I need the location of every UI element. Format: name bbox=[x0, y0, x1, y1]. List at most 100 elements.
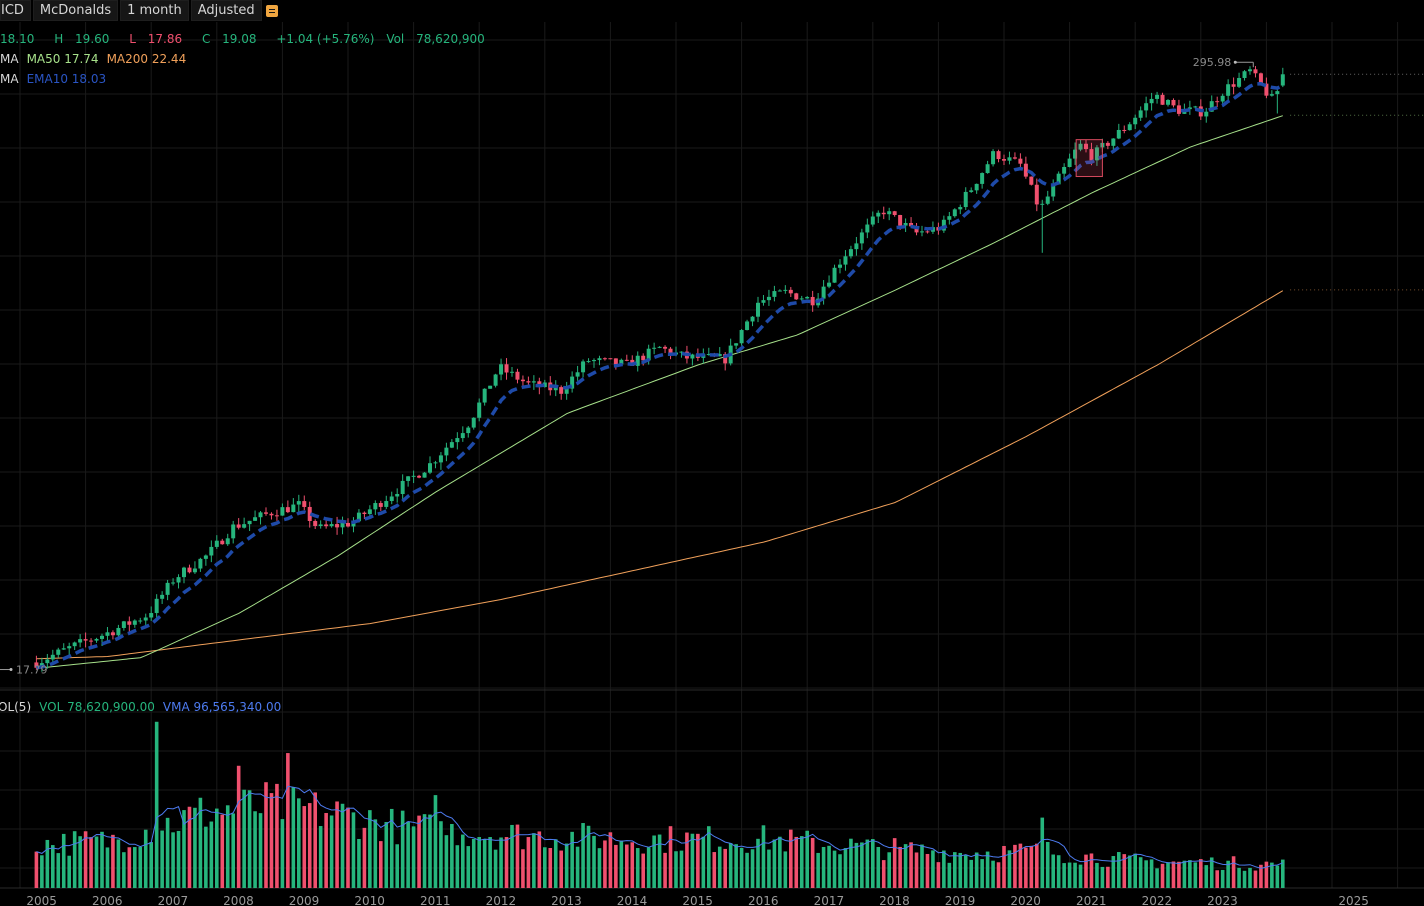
volume-bar-up bbox=[78, 836, 82, 888]
candle-down bbox=[1012, 157, 1017, 159]
volume-bar-up bbox=[340, 803, 345, 888]
candle-up bbox=[985, 164, 990, 174]
vma-line bbox=[36, 785, 1283, 869]
volume-bar-up bbox=[739, 847, 744, 888]
candle-down bbox=[1231, 84, 1236, 87]
volume-bar-up bbox=[778, 836, 782, 888]
candle-up bbox=[717, 353, 722, 357]
volume-bar-up bbox=[707, 826, 711, 888]
x-tick-label: 2006 bbox=[92, 894, 123, 906]
volume-bar-up bbox=[849, 838, 853, 888]
x-tick-label: 2010 bbox=[354, 894, 385, 906]
volume-bar-down bbox=[236, 765, 241, 888]
interval-select[interactable]: 1 month bbox=[120, 0, 189, 21]
volume-bar-up bbox=[931, 850, 935, 888]
candle-up bbox=[466, 427, 471, 434]
volume-bar-up bbox=[1226, 860, 1230, 888]
candle-down bbox=[608, 358, 613, 360]
volume-bar-up bbox=[1155, 868, 1159, 888]
candle-up bbox=[78, 639, 83, 643]
volume-bar-down bbox=[515, 824, 520, 888]
volume-legend-name[interactable]: VOL(5) bbox=[0, 700, 32, 714]
volume-bar-up bbox=[154, 721, 159, 888]
volume-bar-down bbox=[127, 847, 132, 888]
candle-down bbox=[810, 296, 815, 306]
menu-lines-icon[interactable] bbox=[265, 4, 278, 17]
candle-up bbox=[247, 520, 252, 525]
candle-up bbox=[1133, 117, 1138, 125]
volume-bar-up bbox=[143, 829, 148, 888]
candle-up bbox=[597, 358, 602, 361]
volume-bar-down bbox=[789, 829, 793, 888]
volume-bar-up bbox=[198, 797, 203, 888]
candle-down bbox=[302, 501, 307, 507]
volume-bar-up bbox=[575, 846, 580, 888]
candle-up bbox=[400, 480, 405, 495]
candle-down bbox=[1089, 149, 1094, 161]
volume-bar-up bbox=[876, 846, 881, 888]
candle-up bbox=[253, 517, 258, 521]
volume-bar-up bbox=[357, 838, 361, 888]
ma-legend-name[interactable]: MA bbox=[0, 52, 19, 66]
volume-bar-up bbox=[679, 850, 684, 888]
candle-up bbox=[941, 219, 946, 231]
volume-bar-down bbox=[559, 850, 563, 888]
candle-up bbox=[203, 555, 208, 559]
volume-bar-down bbox=[1199, 859, 1203, 888]
volume-bar-up bbox=[100, 831, 104, 888]
volume-bar-up bbox=[756, 838, 760, 888]
volume-bar-up bbox=[182, 810, 186, 888]
company-field[interactable]: McDonalds bbox=[32, 0, 119, 21]
volume-bar-up bbox=[1220, 869, 1225, 888]
x-tick-label: 2017 bbox=[814, 894, 845, 906]
candle-up bbox=[876, 212, 881, 217]
volume-bar-down bbox=[892, 838, 897, 888]
candle-down bbox=[417, 475, 422, 478]
volume-bar-up bbox=[772, 839, 777, 888]
volume-bar-down bbox=[504, 837, 509, 888]
candle-up bbox=[477, 402, 482, 418]
volume-bar-up bbox=[717, 846, 722, 888]
candle-up bbox=[531, 381, 536, 383]
candle-up bbox=[510, 371, 514, 373]
volume-bar-up bbox=[389, 808, 394, 888]
ohlc-close: C 19.08 bbox=[201, 32, 257, 46]
candle-up bbox=[1193, 106, 1198, 108]
volume-bar-down bbox=[1259, 864, 1263, 888]
adjustment-select[interactable]: Adjusted bbox=[190, 0, 262, 21]
candle-up bbox=[138, 620, 143, 622]
volume-bar-down bbox=[362, 827, 367, 888]
candle-down bbox=[909, 223, 914, 227]
candle-up bbox=[132, 620, 137, 625]
volume-bar-up bbox=[138, 846, 143, 888]
candle-down bbox=[1034, 184, 1039, 205]
volume-bar-down bbox=[548, 848, 553, 888]
volume-bar-up bbox=[532, 833, 536, 888]
candle-up bbox=[575, 372, 580, 377]
symbol-field[interactable]: ICD bbox=[0, 0, 31, 21]
x-tick-label: 2009 bbox=[289, 894, 320, 906]
volume-bar-up bbox=[980, 859, 984, 888]
candle-up bbox=[1067, 158, 1072, 167]
x-tick-label: 2011 bbox=[420, 894, 451, 906]
volume-bar-up bbox=[40, 855, 44, 888]
candle-down bbox=[187, 567, 192, 573]
ma50-path bbox=[36, 115, 1283, 669]
volume-bar-up bbox=[581, 823, 585, 888]
volume-bar-up bbox=[176, 830, 181, 888]
candle-up bbox=[1242, 71, 1247, 78]
vol-value: VOL 78,620,900.00 bbox=[39, 700, 155, 714]
candle-up bbox=[389, 496, 394, 502]
ema-legend-name[interactable]: MA bbox=[0, 72, 19, 86]
candle-down bbox=[898, 215, 903, 226]
candle-up bbox=[870, 216, 875, 225]
candle-down bbox=[996, 151, 1001, 160]
candle-up bbox=[854, 243, 859, 250]
candle-down bbox=[335, 524, 340, 528]
volume-bar-down bbox=[723, 848, 727, 888]
candle-down bbox=[881, 212, 886, 215]
candle-up bbox=[805, 296, 810, 299]
candle-up bbox=[974, 183, 979, 191]
ema-legend: MA EMA10 18.03 bbox=[0, 72, 114, 86]
